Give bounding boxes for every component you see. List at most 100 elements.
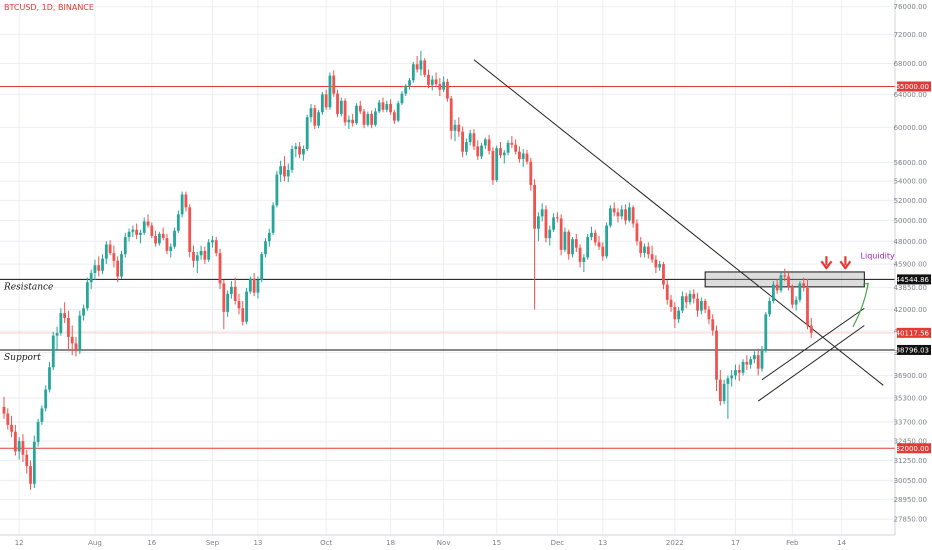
candle-body	[36, 421, 40, 442]
candle-body	[339, 100, 343, 114]
candle-body	[726, 378, 730, 384]
candle-body	[408, 80, 411, 86]
candle-body	[400, 93, 404, 104]
candle-body	[347, 119, 351, 123]
candle-body	[771, 284, 775, 302]
support-line-badge	[897, 344, 931, 355]
candle-body	[85, 282, 89, 309]
candle-body	[783, 275, 787, 277]
candle-body	[184, 194, 188, 208]
candle-body	[123, 237, 127, 255]
time-tick-label: Dec	[551, 539, 565, 547]
candle-body	[55, 333, 59, 336]
candle-body	[188, 207, 192, 253]
price-tick-label: 30050.00	[894, 477, 927, 485]
candle-body	[377, 102, 381, 112]
candle-body	[366, 113, 370, 125]
candle-body	[430, 79, 434, 85]
candle-body	[25, 454, 29, 467]
candle-body	[317, 112, 320, 126]
candle-body	[624, 209, 627, 221]
candle-body	[165, 238, 169, 251]
candle-body	[89, 273, 93, 283]
candle-body	[44, 389, 48, 409]
candle-body	[78, 315, 82, 352]
candle-body	[502, 152, 506, 156]
candle-body	[540, 209, 544, 217]
candle-body	[93, 265, 97, 274]
candle-body	[696, 298, 699, 311]
candle-body	[787, 276, 790, 287]
candle-body	[480, 145, 483, 157]
candle-body	[67, 318, 70, 337]
65000-line-value: 65000.00	[896, 83, 929, 91]
candle-body	[536, 216, 540, 229]
candle-body	[29, 466, 32, 484]
horizontal-levels	[0, 85, 895, 449]
chart-grid	[0, 0, 895, 535]
candle-body	[597, 242, 601, 247]
candle-body	[453, 124, 457, 131]
65000-line-badge	[897, 81, 931, 92]
candle-body	[457, 124, 461, 132]
candle-body	[207, 242, 211, 260]
candle-body	[112, 253, 116, 261]
candle-body	[214, 240, 218, 254]
candle-body	[2, 406, 6, 414]
candle-body	[646, 246, 650, 255]
price-tick-label: 48000.00	[894, 238, 927, 246]
candle-body	[139, 232, 142, 235]
candle-body	[533, 184, 536, 229]
time-axis-panel[interactable]	[0, 535, 932, 550]
candle-body	[753, 355, 756, 360]
price-tick-label: 50000.00	[894, 217, 927, 225]
candle-body	[294, 146, 298, 150]
candle-body	[677, 310, 681, 320]
candle-body	[396, 103, 400, 121]
candle-body	[673, 307, 677, 320]
price-tick-label: 60000.00	[894, 124, 927, 132]
candle-body	[627, 207, 631, 221]
time-tick-label: 18	[386, 539, 395, 547]
candle-body	[563, 231, 567, 250]
candle-body	[715, 330, 718, 380]
price-tick-label: 27850.00	[894, 516, 927, 524]
resistance-line-value: 44544.86	[896, 276, 930, 284]
candle-body	[518, 151, 521, 159]
descending-trendline	[473, 59, 884, 386]
candle-body	[665, 284, 669, 300]
price-tick-label: 35300.00	[894, 395, 927, 403]
candle-body	[567, 231, 571, 255]
time-tick-label: 12	[15, 539, 24, 547]
time-tick-label: 2022	[666, 539, 684, 547]
candle-body	[271, 205, 275, 233]
candle-body	[639, 241, 643, 254]
candle-body	[514, 144, 518, 152]
time-tick-label: 17	[731, 539, 740, 547]
candle-body	[586, 237, 590, 258]
candle-body	[730, 375, 734, 379]
candle-body	[154, 235, 157, 244]
candle-body	[336, 93, 339, 114]
time-tick-label: 13	[253, 539, 262, 547]
candle-body	[427, 74, 430, 85]
candle-body	[552, 217, 555, 230]
candle-body	[487, 139, 491, 151]
time-tick-label: Sep	[206, 539, 220, 547]
candle-body	[252, 278, 256, 293]
candle-body	[222, 283, 226, 312]
candles	[2, 50, 813, 490]
candle-body	[491, 150, 495, 181]
candle-body	[559, 218, 563, 250]
candle-body	[449, 98, 453, 131]
red-arrow-second-top-head	[839, 260, 852, 270]
candle-body	[173, 230, 176, 247]
candle-body	[650, 254, 654, 260]
candle-body	[313, 108, 317, 126]
time-axis[interactable]: 12 Aug 16 Sep 13 Oct 18 Nov 15 Dec 13 2022 17 Feb 14	[15, 539, 847, 547]
candle-body	[283, 166, 286, 177]
candle-body	[305, 117, 309, 150]
32000-line-badge	[897, 443, 931, 454]
candle-body	[279, 166, 283, 175]
candle-body	[616, 212, 620, 217]
